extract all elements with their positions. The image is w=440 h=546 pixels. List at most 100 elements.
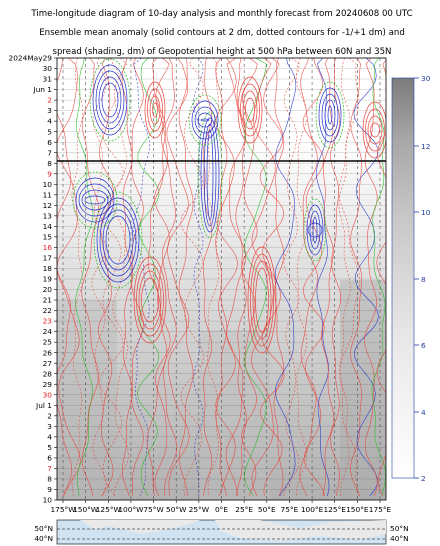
contour-line (244, 58, 267, 497)
negative-anomaly-contour (96, 197, 140, 283)
positive-anomaly-contour (133, 256, 167, 344)
negative-anomaly-contour (324, 99, 336, 131)
contour-line (315, 58, 330, 497)
contour-line (136, 58, 160, 497)
negative-anomaly-contour (307, 222, 323, 238)
y-tick-label: 21 (43, 296, 53, 305)
x-tick-label: 150°E (346, 505, 369, 514)
contour-line (350, 58, 363, 497)
colorbar (391, 77, 415, 479)
y-tick-label: 7 (47, 148, 52, 157)
x-tick-label: 100°E (301, 505, 324, 514)
y-tick-label: 12 (43, 201, 52, 210)
y-tick-label: 18 (43, 264, 53, 273)
y-tick-label: 16 (43, 243, 53, 252)
contour-line (371, 58, 386, 497)
contour-line (81, 58, 99, 497)
negative-anomaly-contour (327, 105, 333, 125)
y-tick-label: 3 (47, 106, 52, 115)
contour-line (75, 58, 94, 497)
positive-anomaly-contour (242, 90, 258, 130)
negative-anomaly-contour (188, 94, 222, 146)
contour-line (299, 58, 318, 497)
y-tick-label: 8 (47, 475, 52, 484)
x-tick-label: 100°W (118, 505, 144, 514)
x-tick-label: 25°E (235, 505, 253, 514)
y-tick-label: 25 (43, 338, 53, 347)
x-tick-label: 175°E (369, 505, 392, 514)
map-lat-40-left: 40°N (34, 534, 53, 543)
contour-line (273, 58, 285, 497)
negative-anomaly-contour (93, 191, 143, 289)
negative-anomaly-contour (309, 210, 321, 250)
x-tick-label: 125°W (96, 505, 122, 514)
x-tick-label: 75°W (143, 505, 164, 514)
y-tick-label: 28 (43, 369, 53, 378)
y-tick-label: 13 (43, 211, 53, 220)
negative-anomaly-contour (197, 112, 213, 128)
colorbar-tick-label: 6 (421, 341, 426, 350)
y-tick-label: 6 (47, 138, 52, 147)
contour-line (274, 58, 297, 497)
negative-anomaly-contour (89, 58, 131, 142)
contour-line (215, 58, 238, 497)
negative-anomaly-contour (203, 123, 217, 227)
negative-anomaly-contour (102, 209, 134, 271)
colorbar-tick-label: 8 (421, 275, 426, 284)
positive-anomaly-contour (245, 97, 255, 123)
negative-anomaly-contour (200, 117, 220, 233)
positive-anomaly-contour (367, 115, 383, 145)
y-tick-label: 22 (43, 306, 52, 315)
contour-line (283, 58, 300, 497)
y-tick-label: 10 (43, 180, 53, 189)
latitude-band-map: 50°N 40°N 50°N 40°N (34, 519, 409, 545)
map-lat-50-right: 50°N (390, 524, 409, 533)
x-tick-label: 75°E (281, 505, 299, 514)
y-tick-label: Jul 1 (35, 401, 52, 410)
y-tick-label: 2024May29 (9, 54, 53, 63)
chart-title-line-1: Time-longitude diagram of 10-day analysi… (30, 9, 412, 19)
anomaly-contours (57, 58, 386, 497)
negative-anomaly-contour (72, 171, 118, 229)
contour-line (364, 58, 378, 497)
colorbar-tick-label: 2 (421, 474, 426, 483)
positive-anomaly-contour (362, 101, 386, 159)
negative-anomaly-contour (92, 64, 128, 136)
negative-anomaly-contour (101, 82, 119, 118)
contour-line (376, 59, 386, 497)
negative-anomaly-contour (197, 111, 223, 239)
x-tick-label: 150°W (73, 505, 99, 514)
y-tick-label: 10 (43, 496, 53, 505)
y-tick-label: 29 (43, 380, 53, 389)
map-lat-50-left: 50°N (34, 524, 53, 533)
colorbar-ticks: 30 12 10 8 6 4 2 (414, 74, 431, 483)
y-tick-label: 4 (47, 432, 52, 441)
positive-anomaly-contour (247, 246, 277, 354)
negative-anomaly-contour (98, 76, 122, 124)
y-tick-label: 30 (43, 390, 53, 399)
positive-anomaly-contour (255, 267, 269, 333)
y-tick-label: 4 (47, 117, 52, 126)
y-tick-label: 5 (47, 443, 52, 452)
positive-anomaly-contour (147, 88, 163, 132)
contour-line (353, 58, 379, 497)
contour-line (180, 58, 204, 497)
y-tick-label: 17 (43, 254, 53, 263)
positive-anomaly-contour (144, 81, 166, 139)
contour-line (259, 58, 285, 497)
contour-line (202, 58, 213, 497)
contour-line (132, 58, 150, 497)
positive-anomaly-contour (237, 76, 263, 144)
x-tick-label: 0°E (215, 505, 228, 514)
contour-line (241, 58, 258, 497)
y-tick-label: 20 (43, 285, 53, 294)
contour-line (215, 58, 228, 497)
negative-anomaly-contour (95, 70, 125, 130)
y-tick-label: 26 (43, 348, 53, 357)
positive-anomaly-contour (141, 277, 159, 323)
positive-anomaly-contour (138, 270, 162, 330)
y-tick-label: Jun 1 (32, 85, 52, 94)
y-tick-label: 23 (43, 317, 53, 326)
